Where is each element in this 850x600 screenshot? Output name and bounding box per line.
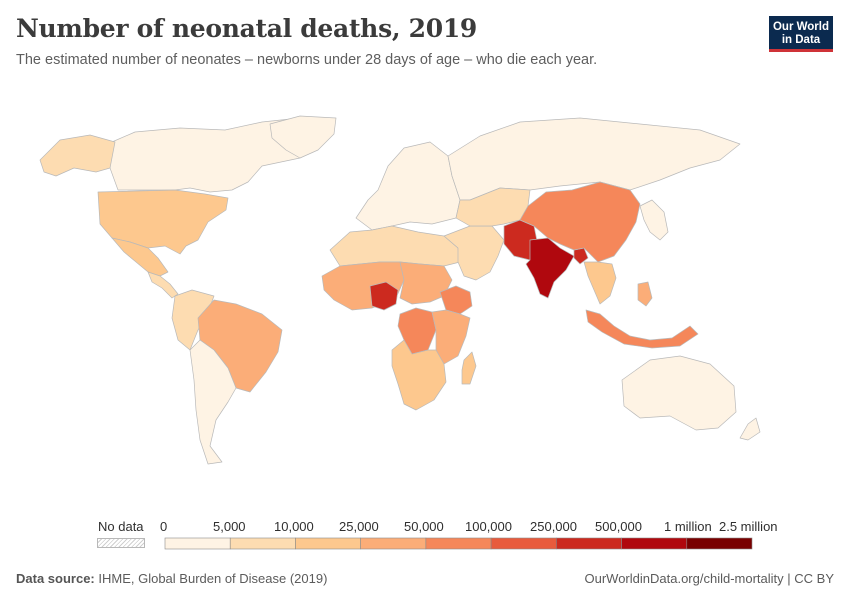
chart-subtitle: The estimated number of neonates – newbo… — [16, 52, 598, 68]
legend-color-bar — [164, 537, 753, 550]
legend-tick-9: 2.5 million — [719, 519, 778, 534]
region-nigeria[interactable] — [369, 281, 399, 311]
legend-tick-6: 250,000 — [530, 519, 577, 534]
data-source-label: Data source: — [16, 571, 95, 586]
region-australia[interactable] — [621, 355, 737, 431]
region-japan-korea[interactable] — [639, 199, 669, 241]
data-source-text: IHME, Global Burden of Disease (2019) — [98, 571, 328, 586]
legend-bin-3[interactable] — [360, 537, 427, 550]
logo-line-1: Our World — [772, 21, 829, 33]
region-southern-cone[interactable] — [189, 339, 237, 465]
logo-line-2: in Data — [781, 34, 821, 46]
region-east-africa[interactable] — [431, 309, 471, 365]
legend-no-data-label: No data — [98, 519, 144, 534]
legend-bin-6[interactable] — [556, 537, 622, 550]
legend-tick-0: 0 — [160, 519, 168, 534]
region-mexico[interactable] — [111, 237, 169, 277]
legend-tick-8: 1 million — [664, 519, 712, 534]
region-north-africa[interactable] — [329, 225, 461, 267]
region-india[interactable] — [525, 237, 575, 299]
legend-tick-2: 10,000 — [274, 519, 314, 534]
region-sudan-chad[interactable] — [399, 261, 453, 305]
region-new-zealand[interactable] — [739, 417, 761, 441]
legend-tick-7: 500,000 — [595, 519, 642, 534]
chart-title: Number of neonatal deaths, 2019 — [16, 14, 478, 43]
owid-logo[interactable]: Our World in Data — [769, 16, 833, 52]
region-indonesia[interactable] — [585, 309, 699, 349]
legend-tick-4: 50,000 — [404, 519, 444, 534]
region-philippines[interactable] — [637, 281, 653, 307]
region-southern-africa[interactable] — [391, 339, 447, 411]
region-europe[interactable] — [355, 141, 461, 231]
region-ethiopia[interactable] — [439, 285, 473, 315]
source-url-link[interactable]: OurWorldinData.org/child-mortality | CC … — [584, 571, 835, 586]
legend-tick-5: 100,000 — [465, 519, 512, 534]
legend-tick-1: 5,000 — [213, 519, 246, 534]
legend-bin-8[interactable] — [686, 537, 753, 550]
legend-tick-3: 25,000 — [339, 519, 379, 534]
legend-bin-4[interactable] — [425, 537, 492, 550]
legend-bin-7[interactable] — [621, 537, 688, 550]
region-colombia-venezuela[interactable] — [171, 289, 215, 351]
legend-bin-0[interactable] — [164, 537, 231, 550]
legend-bin-1[interactable] — [229, 537, 296, 550]
region-alaska[interactable] — [39, 134, 116, 177]
legend-bin-5[interactable] — [490, 537, 557, 550]
region-madagascar[interactable] — [461, 351, 477, 385]
region-central-america[interactable] — [147, 271, 179, 299]
region-bangladesh[interactable] — [573, 247, 589, 265]
data-source: Data source: IHME, Global Burden of Dise… — [16, 571, 327, 586]
legend-no-data-swatch — [97, 538, 145, 548]
region-china[interactable] — [519, 181, 641, 263]
legend-bin-2[interactable] — [295, 537, 361, 550]
world-map[interactable] — [0, 100, 850, 500]
region-greenland[interactable] — [269, 115, 337, 159]
region-southeast-asia[interactable] — [583, 261, 617, 305]
